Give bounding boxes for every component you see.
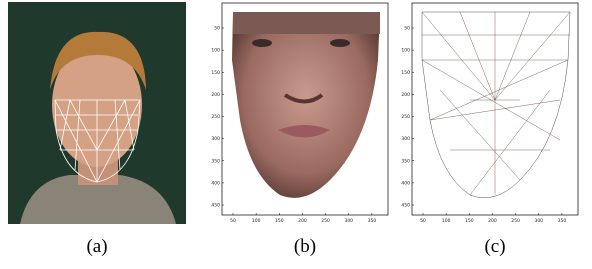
figure: (a) (b) 50 100 150 200 250 300 350 50 100 150 200 250… xyxy=(0,0,592,269)
y-tick-label: 400 xyxy=(401,180,410,186)
texture-face xyxy=(232,12,380,198)
x-tick-label: 300 xyxy=(344,218,353,224)
y-tick-label: 450 xyxy=(211,203,220,209)
y-tick-label: 200 xyxy=(401,92,410,98)
y-tick-label: 350 xyxy=(211,158,220,164)
x-tick-label: 250 xyxy=(511,218,520,224)
y-tick-label: 250 xyxy=(211,114,220,120)
photo xyxy=(8,2,186,224)
y-tick-label: 200 xyxy=(211,92,220,98)
x-tick-label: 300 xyxy=(534,218,543,224)
x-tick-label: 350 xyxy=(558,218,567,224)
y-tick-label: 150 xyxy=(401,70,410,76)
caption: (b) xyxy=(294,236,316,257)
y-tick-label: 100 xyxy=(401,48,410,54)
x-tick-label: 200 xyxy=(298,218,307,224)
y-tick-label: 350 xyxy=(401,158,410,164)
x-tick-label: 250 xyxy=(321,218,330,224)
page: (a) (b) 50 100 150 200 250 300 350 50 100 150 200 250… xyxy=(0,0,592,269)
x-tick-label: 50 xyxy=(420,218,426,224)
x-tick-label: 200 xyxy=(488,218,497,224)
x-tick-label: 50 xyxy=(230,218,236,224)
y-tick-label: 50 xyxy=(214,26,220,32)
x-tick-label: 100 xyxy=(442,218,451,224)
y-tick-label: 300 xyxy=(211,136,220,142)
y-tick-label: 100 xyxy=(211,48,220,54)
wireframe-mesh xyxy=(422,12,570,198)
x-tick-label: 350 xyxy=(368,218,377,224)
y-tick-label: 300 xyxy=(401,136,410,142)
y-tick-label: 150 xyxy=(211,70,220,76)
x-tick-label: 150 xyxy=(465,218,474,224)
x-tick-label: 150 xyxy=(275,218,284,224)
y-tick-label: 250 xyxy=(401,114,410,120)
caption: (a) xyxy=(86,236,107,257)
x-tick-label: 100 xyxy=(252,218,261,224)
y-tick-label: 50 xyxy=(404,26,410,32)
y-tick-label: 450 xyxy=(401,203,410,209)
y-tick-label: 400 xyxy=(211,180,220,186)
caption: (c) xyxy=(484,236,505,257)
